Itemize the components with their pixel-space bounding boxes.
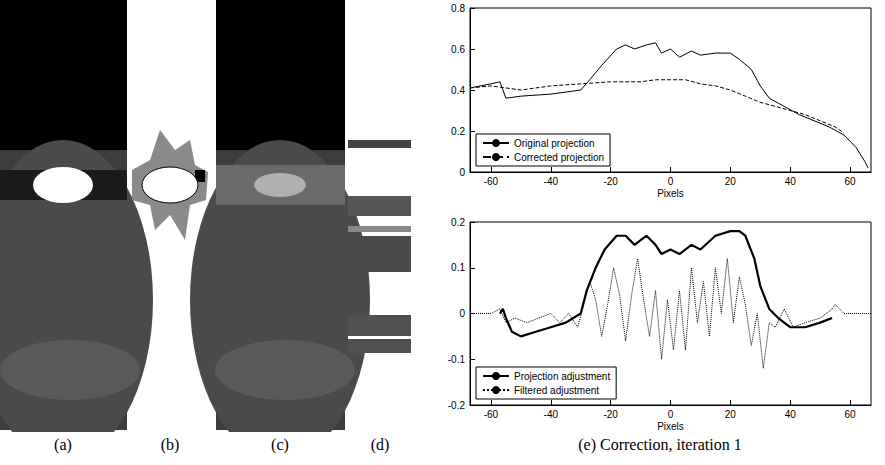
svg-text:-40: -40	[544, 409, 559, 420]
svg-text:-0.1: -0.1	[448, 354, 466, 365]
svg-text:0: 0	[668, 176, 674, 187]
svg-text:20: 20	[725, 176, 737, 187]
svg-text:0: 0	[668, 409, 674, 420]
svg-text:0.1: 0.1	[451, 262, 465, 273]
svg-text:-20: -20	[603, 176, 618, 187]
html-text:(b): (b)	[160, 436, 180, 453]
svg-text:20: 20	[725, 409, 737, 420]
svg-text:0.4: 0.4	[451, 85, 465, 96]
svg-text:0: 0	[459, 308, 465, 319]
svg-text:Filtered adjustment: Filtered adjustment	[514, 385, 599, 396]
html-text:(a): (a)	[54, 436, 72, 453]
svg-text:0.8: 0.8	[451, 3, 465, 14]
svg-text:Original projection: Original projection	[514, 138, 595, 149]
svg-text:-40: -40	[544, 176, 559, 187]
svg-text:40: 40	[785, 409, 797, 420]
svg-text:-60: -60	[484, 409, 499, 420]
svg-text:Pixels: Pixels	[657, 421, 684, 432]
svg-text:0.6: 0.6	[451, 44, 465, 55]
svg-text:-0.2: -0.2	[448, 400, 466, 411]
svg-text:60: 60	[844, 409, 856, 420]
html-text:(c): (c)	[271, 436, 289, 453]
svg-text:Projection adjustment: Projection adjustment	[514, 371, 610, 382]
svg-text:0.2: 0.2	[451, 217, 465, 228]
html-text:(d): (d)	[370, 436, 390, 453]
svg-text:-20: -20	[603, 409, 618, 420]
svg-text:60: 60	[844, 176, 856, 187]
svg-text:0: 0	[459, 167, 465, 178]
svg-text:40: 40	[785, 176, 797, 187]
svg-text:Pixels: Pixels	[657, 188, 684, 199]
html-text:(e) Correction, iteration 1: (e) Correction, iteration 1	[578, 436, 742, 453]
svg-text:0.2: 0.2	[451, 126, 465, 137]
svg-text:Corrected projection: Corrected projection	[514, 152, 604, 163]
svg-text:-60: -60	[484, 176, 499, 187]
